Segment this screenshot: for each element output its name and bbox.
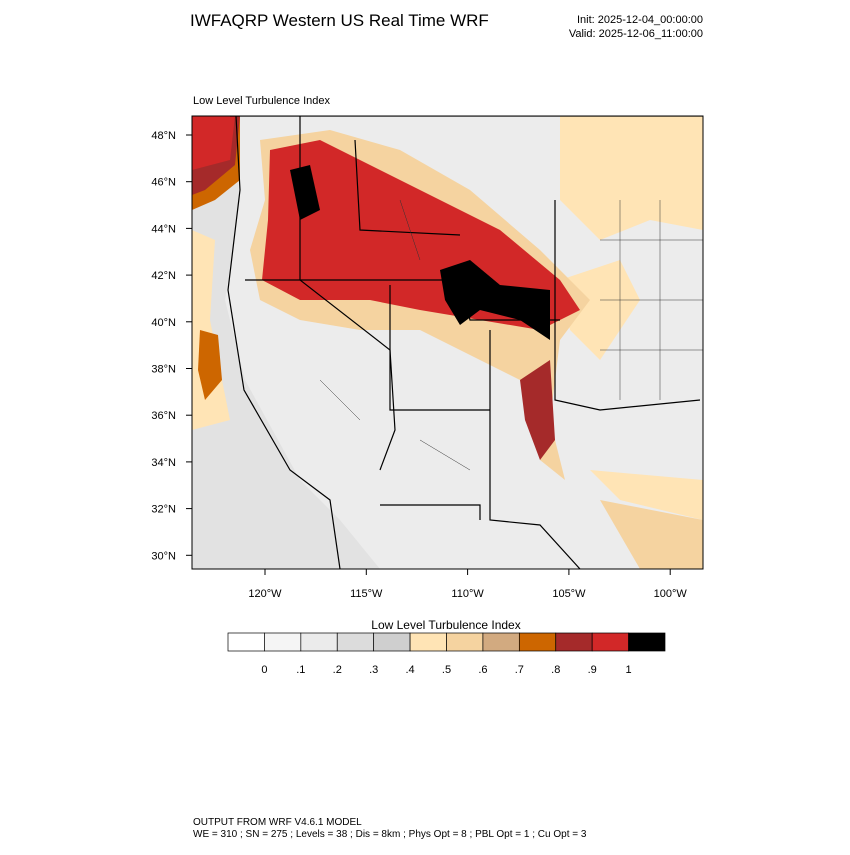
colorbar-tick-label: .8 [551, 664, 560, 676]
lat-label: 40°N [151, 317, 176, 329]
colorbar-box [227, 632, 265, 652]
colorbar-tick-label: .4 [405, 664, 414, 676]
colorbar-tick-label: .1 [296, 664, 305, 676]
colorbar-tick-label: .7 [515, 664, 524, 676]
lat-label: 42°N [151, 270, 176, 282]
colorbar-tick-label: 1 [626, 664, 632, 676]
lat-label: 48°N [151, 130, 176, 142]
colorbar-box [446, 632, 484, 652]
lat-label: 36°N [151, 410, 176, 422]
lon-labels: 120°W 115°W 110°W 105°W 100°W [248, 569, 687, 600]
colorbar-tick-label: .5 [442, 664, 451, 676]
lat-label: 32°N [151, 504, 176, 516]
colorbar-title: Low Level Turbulence Index [371, 618, 520, 632]
colorbar-tick-label: .6 [478, 664, 487, 676]
lat-label: 30°N [151, 550, 176, 562]
colorbar-box [336, 632, 375, 652]
lat-labels: 48°N 46°N 44°N 42°N 40°N 38°N 36°N 34°N 32°N 30°N [151, 130, 192, 562]
valid-time: Valid: 2025-12-06_11:00:00 [569, 28, 703, 40]
colorbar-tick-label: .9 [588, 664, 597, 676]
title: IWFAQRP Western US Real Time WRF [190, 11, 489, 30]
colorbar: 0 .1 .2 .3 .4 .5 .6 .7 .8 .9 1 [227, 632, 666, 676]
colorbar-box [518, 632, 557, 652]
map-title: Low Level Turbulence Index [193, 95, 330, 107]
lon-label: 110°W [451, 588, 484, 600]
lon-label: 105°W [552, 588, 586, 600]
lon-label: 115°W [350, 588, 383, 600]
lat-label: 46°N [151, 177, 176, 189]
map [191, 115, 704, 570]
colorbar-box [628, 632, 666, 652]
colorbar-box [264, 632, 302, 652]
footer-line: WE = 310 ; SN = 275 ; Levels = 38 ; Dis … [193, 829, 587, 840]
lat-label: 34°N [151, 457, 176, 469]
footer-line: OUTPUT FROM WRF V4.6.1 MODEL [193, 817, 362, 828]
lon-label: 120°W [248, 588, 282, 600]
colorbar-box [300, 632, 338, 652]
colorbar-tick-label: .2 [333, 664, 342, 676]
colorbar-tick-label: .3 [369, 664, 378, 676]
lon-label: 100°W [654, 588, 688, 600]
colorbar-box [555, 632, 593, 652]
init-time: Init: 2025-12-04_00:00:00 [577, 14, 703, 26]
lat-label: 38°N [151, 364, 176, 376]
colorbar-box [409, 632, 447, 652]
lat-label: 44°N [151, 223, 176, 235]
colorbar-tick-label: 0 [261, 664, 267, 676]
colorbar-box [373, 632, 411, 652]
colorbar-box [591, 632, 629, 652]
colorbar-box [482, 632, 520, 652]
